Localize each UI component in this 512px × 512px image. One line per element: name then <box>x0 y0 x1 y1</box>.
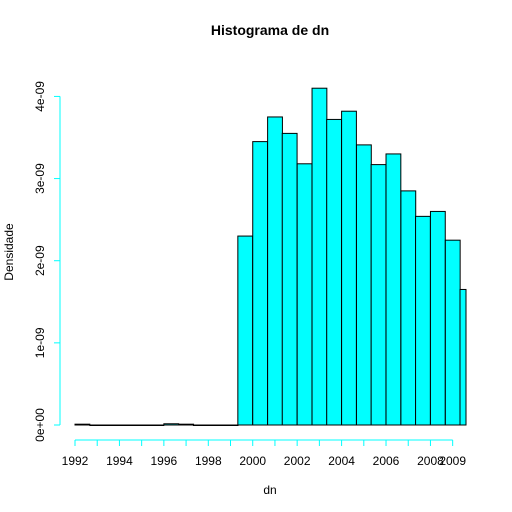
histogram-bar <box>400 190 417 426</box>
histogram-bar <box>133 424 150 426</box>
y-axis: 0e+00 1e-09 2e-09 3e-09 4e-09 <box>33 81 61 442</box>
x-tick-label: 2008 <box>417 454 444 468</box>
histogram-bar <box>207 424 224 426</box>
bars-group <box>74 87 467 426</box>
chart-title: Histograma de dn <box>211 22 329 38</box>
histogram-bar <box>296 163 313 426</box>
histogram-bar <box>281 132 298 426</box>
x-tick-label: 1992 <box>62 454 89 468</box>
histogram-bar <box>148 424 165 426</box>
y-tick-label: 0e+00 <box>33 408 47 442</box>
histogram-bar <box>355 144 372 426</box>
y-tick-label: 2e-09 <box>33 245 47 276</box>
histogram-bar <box>370 164 387 426</box>
histogram-bar <box>192 424 209 426</box>
y-axis-label: Densidade <box>2 223 16 281</box>
histogram-bar <box>341 110 357 426</box>
histogram-bar <box>429 210 446 426</box>
histogram-bar <box>459 288 467 426</box>
x-tick-label: 2009 <box>439 454 466 468</box>
x-tick-label: 1994 <box>106 454 133 468</box>
histogram-bar <box>444 239 461 426</box>
x-tick-label: 1998 <box>195 454 222 468</box>
histogram-bar <box>163 423 180 426</box>
x-tick-label: 1996 <box>151 454 178 468</box>
y-tick-label: 4e-09 <box>33 81 47 112</box>
histogram-bar <box>74 423 91 426</box>
histogram-bar <box>222 424 239 426</box>
x-tick-label: 2004 <box>328 454 355 468</box>
histogram-bar <box>89 424 106 426</box>
histogram-bar <box>104 424 120 426</box>
x-tick-label: 2000 <box>239 454 266 468</box>
histogram-bar <box>252 141 269 426</box>
x-tick-label: 2002 <box>284 454 311 468</box>
y-tick-label: 3e-09 <box>33 163 47 194</box>
histogram-bar <box>311 87 328 426</box>
histogram-bar <box>415 215 431 426</box>
histogram-bar <box>237 235 254 426</box>
histogram-bar <box>326 118 343 426</box>
y-tick-label: 1e-09 <box>33 327 47 358</box>
histogram-bar <box>118 424 135 426</box>
histogram-bar <box>385 153 402 426</box>
histogram-bar <box>267 116 283 426</box>
x-tick-label: 2006 <box>373 454 400 468</box>
x-axis-label: dn <box>263 483 276 497</box>
histogram-bar <box>178 423 195 426</box>
